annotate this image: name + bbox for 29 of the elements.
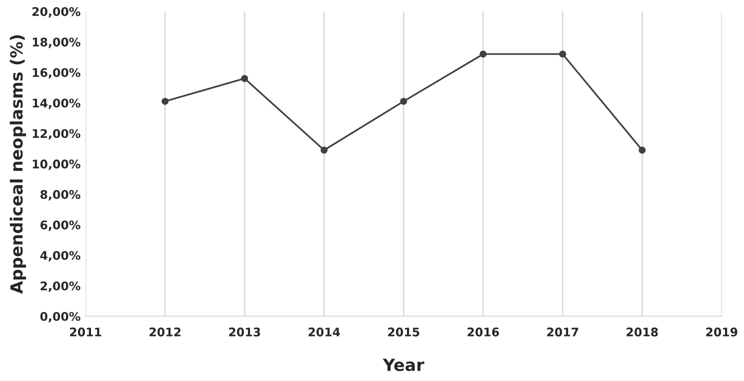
y-tick-label: 16,00%: [32, 68, 80, 79]
x-tick-label: 2011: [70, 328, 102, 336]
y-tick-label: 0,00%: [40, 312, 80, 322]
x-tick-label: 2013: [229, 328, 260, 336]
x-axis-title: Year: [382, 358, 424, 372]
y-tick-label: 4,00%: [40, 250, 80, 262]
point: [638, 146, 646, 154]
x-tick-label: 2014: [308, 328, 340, 336]
x-tick-label: 2015: [388, 328, 420, 336]
x-tick-label: 2012: [150, 328, 180, 336]
point: [241, 75, 248, 82]
point: [162, 98, 169, 105]
y-tick-label: 8,00%: [40, 190, 80, 200]
y-tick-label: 14,00%: [32, 98, 80, 110]
y-tick-label: 12,00%: [32, 129, 80, 140]
y-tick-label: 10,00%: [32, 160, 80, 170]
y-tick-label: 6,00%: [40, 220, 80, 231]
x-tick-label: 2019: [706, 328, 738, 336]
y-axis-title: Appendiceal neoplasms (%): [10, 35, 26, 294]
x-tick-label: 2016: [468, 328, 499, 336]
point: [400, 98, 408, 105]
point: [480, 50, 487, 58]
y-tick-label: 18,00%: [32, 38, 80, 48]
y-tick-label: 20,00%: [32, 7, 80, 18]
x-tick-label: 2017: [547, 328, 578, 336]
point: [320, 146, 328, 154]
x-tick-label: 2018: [626, 328, 658, 336]
y-tick-label: 2,00%: [40, 281, 80, 292]
point: [559, 50, 566, 58]
